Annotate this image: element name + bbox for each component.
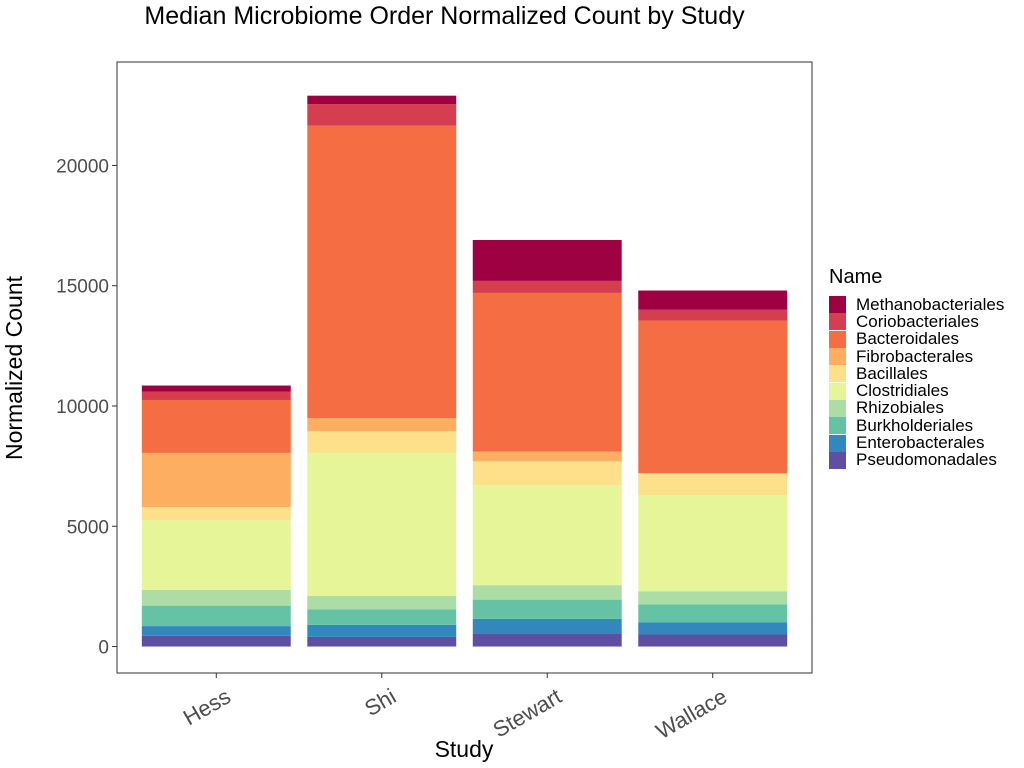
bar-segment-wallace-rhizobiales — [638, 591, 788, 605]
bar-segment-hess-pseudomonadales — [141, 635, 291, 647]
chart-title: Median Microbiome Order Normalized Count… — [144, 2, 745, 30]
bar-segment-stewart-methanobacteriales — [472, 240, 622, 281]
legend-item-enterobacterales: Enterobacterales — [829, 433, 1004, 453]
bar-segment-wallace-burkholderiales — [638, 604, 788, 623]
x-tick-label-stewart: Stewart — [489, 684, 566, 743]
bar-segment-stewart-enterobacterales — [472, 618, 622, 634]
bar-segment-hess-enterobacterales — [141, 626, 291, 636]
x-tick-label-shi: Shi — [360, 684, 400, 722]
bar-segment-stewart-rhizobiales — [472, 585, 622, 600]
legend-label: Clostridiales — [856, 381, 949, 401]
legend-swatch — [829, 330, 846, 348]
bars-layer — [141, 95, 788, 647]
x-tick-label-hess: Hess — [179, 684, 235, 731]
y-tick-label: 0 — [98, 638, 109, 659]
y-axis-title: Normalized Count — [1, 275, 27, 460]
y-tick-label: 5000 — [67, 517, 109, 538]
bar-segment-wallace-clostridiales — [638, 494, 788, 592]
legend-label: Pseudomonadales — [856, 450, 997, 470]
bar-segment-shi-burkholderiales — [307, 609, 457, 625]
legend-item-bacteroidales: Bacteroidales — [829, 329, 1004, 349]
bar-segment-shi-enterobacterales — [307, 624, 457, 637]
y-axis: 0 5000 10000 15000 20000 — [56, 156, 117, 659]
legend-swatch — [829, 417, 846, 435]
bar-segment-shi-pseudomonadales — [307, 636, 457, 647]
legend-item-coriobacteriales: Coriobacteriales — [829, 311, 1004, 331]
legend-swatch — [829, 296, 846, 314]
legend-label: Rhizobiales — [856, 398, 944, 418]
legend-label: Enterobacterales — [856, 433, 985, 453]
bar-segment-wallace-bacillales — [638, 473, 788, 495]
bar-segment-shi-coriobacteriales — [307, 104, 457, 126]
legend-label: Bacteroidales — [856, 329, 960, 349]
bar-segment-shi-methanobacteriales — [307, 95, 457, 105]
bar-segment-hess-burkholderiales — [141, 605, 291, 627]
bar-segment-wallace-coriobacteriales — [638, 309, 788, 321]
legend-item-pseudomonadales: Pseudomonadales — [829, 450, 1004, 470]
legend-title: Name — [829, 266, 883, 288]
bar-segment-shi-bacteroidales — [307, 125, 457, 419]
legend-item-clostridiales: Clostridiales — [829, 381, 1004, 401]
bar-segment-hess-bacteroidales — [141, 399, 291, 453]
bar-segment-wallace-methanobacteriales — [638, 290, 788, 310]
legend-swatch — [829, 365, 846, 383]
y-tick-label: 15000 — [56, 277, 109, 298]
x-axis: Hess Shi Stewart Wallace — [179, 673, 731, 744]
legend-items: Methanobacteriales Coriobacteriales Bacter… — [829, 294, 1005, 470]
bar-segment-hess-methanobacteriales — [141, 385, 291, 392]
legend-swatch — [829, 451, 846, 469]
legend-label: Methanobacteriales — [856, 294, 1005, 314]
legend-label: Burkholderiales — [856, 415, 974, 435]
bar-segment-wallace-bacteroidales — [638, 320, 788, 474]
bar-segment-hess-clostridiales — [141, 520, 291, 591]
bar-segment-hess-fibrobacterales — [141, 452, 291, 508]
bar-segment-shi-clostridiales — [307, 452, 457, 597]
bar-segment-wallace-enterobacterales — [638, 622, 788, 635]
legend-item-fibrobacterales: Fibrobacterales — [829, 346, 1004, 366]
bar-segment-stewart-fibrobacterales — [472, 451, 622, 462]
bar-segment-stewart-coriobacteriales — [472, 280, 622, 293]
bar-segment-stewart-bacillales — [472, 461, 622, 486]
legend-swatch — [829, 399, 846, 417]
legend-item-rhizobiales: Rhizobiales — [829, 398, 1004, 418]
legend-label: Coriobacteriales — [856, 311, 979, 331]
bar-segment-stewart-bacteroidales — [472, 292, 622, 452]
legend-swatch — [829, 313, 846, 331]
x-tick-label-wallace: Wallace — [652, 684, 732, 744]
bar-segment-shi-rhizobiales — [307, 596, 457, 610]
bar-segment-shi-bacillales — [307, 431, 457, 453]
legend-item-methanobacteriales: Methanobacteriales — [829, 294, 1005, 314]
y-tick-label: 10000 — [56, 397, 109, 418]
legend-item-bacillales: Bacillales — [829, 363, 1004, 383]
y-tick-label: 20000 — [56, 156, 109, 177]
bar-segment-hess-coriobacteriales — [141, 391, 291, 400]
bar-segment-hess-bacillales — [141, 507, 291, 521]
bar-segment-stewart-clostridiales — [472, 485, 622, 586]
legend-label: Bacillales — [856, 363, 928, 383]
legend: Name Methanobacteriales Coriobacteriales B… — [829, 266, 1004, 469]
bar-segment-wallace-pseudomonadales — [638, 634, 788, 647]
legend-swatch — [829, 348, 846, 366]
plot-panel-border — [116, 61, 813, 674]
legend-swatch — [829, 434, 846, 452]
bar-segment-stewart-burkholderiales — [472, 599, 622, 619]
bar-segment-shi-fibrobacterales — [307, 418, 457, 432]
x-axis-title: Study — [435, 736, 494, 762]
legend-swatch — [829, 382, 846, 400]
bar-segment-hess-rhizobiales — [141, 590, 291, 606]
legend-item-burkholderiales: Burkholderiales — [829, 415, 1004, 435]
legend-label: Fibrobacterales — [856, 346, 974, 366]
bar-segment-stewart-pseudomonadales — [472, 633, 622, 647]
